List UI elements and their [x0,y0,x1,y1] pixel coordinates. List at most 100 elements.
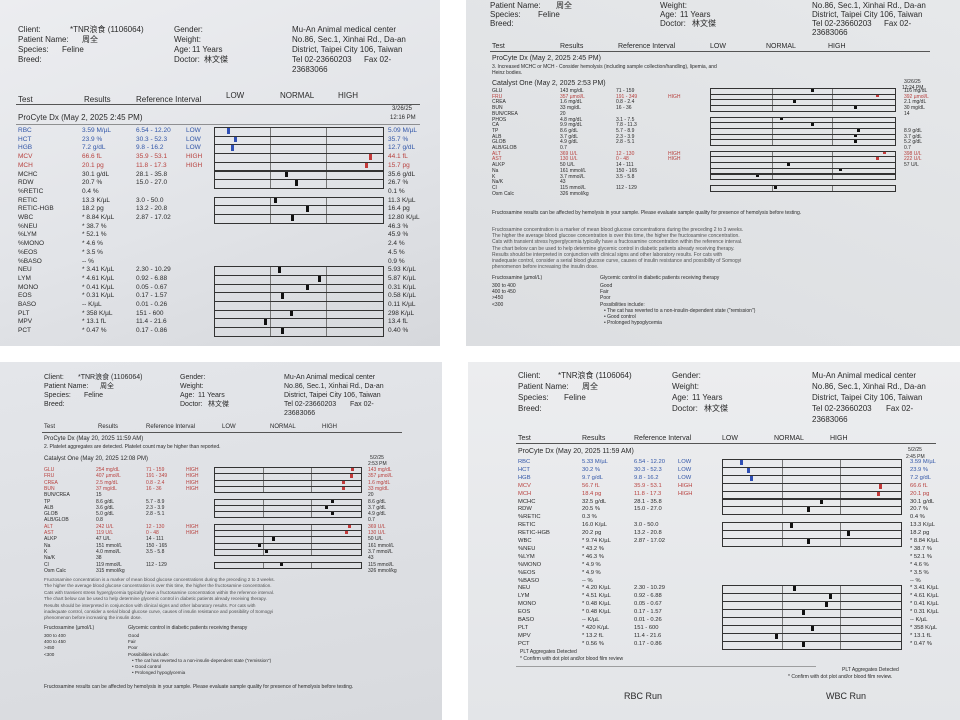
col-ref: Reference Interval [618,43,676,50]
row-ref: 3.1 - 7.5 [616,116,635,123]
row-test: Na/K [44,555,56,562]
row-test: PLT [518,624,529,631]
row-result: 1.6 mg/dL [560,99,583,106]
result-marker [756,174,759,178]
row-prev: * 38.7 % [910,545,932,552]
range-divider [311,505,313,512]
range-divider [270,319,272,328]
age-label: Age: [672,393,689,402]
row-test: %EOS [18,248,38,256]
fructosamine-line: The higher the average blood glucose con… [492,233,740,240]
frut-table-h2: Glycemic control in diabetic patients re… [600,275,720,281]
species-value: Feline [62,45,84,54]
row-ref: 3.5 - 5.8 [146,548,165,555]
result-marker [774,185,778,189]
range-graph [214,561,362,569]
clinic-address-1: No.86, Sec.1, Xinhai Rd., Da-an [812,1,926,10]
row-test: BUN/CREA [44,492,70,499]
row-ref: 9.8 - 16.2 [634,474,659,481]
clinic-fax-2: 23683066 [812,415,848,424]
result-marker [853,140,857,143]
row-result: 119 U/L [96,530,114,536]
row-test: ALKP [44,536,57,543]
range-divider [263,531,265,537]
range-divider [311,468,313,474]
range-divider [325,154,327,162]
result-marker [345,531,349,535]
row-ref: 30.3 - 52.3 [634,466,662,473]
row-flag: HIGH [186,161,203,169]
fructosamine-line: phenomenon before increasing the insulin… [44,615,142,621]
gender-label: Gender: [672,371,701,380]
row-test: MPV [518,632,531,639]
row-test: %BASO [518,577,540,584]
row-result: 38 [96,555,102,562]
row-result: -- % [582,577,593,584]
row-flag: HIGH [186,473,199,480]
prev-time: 12:24 PM [902,85,924,91]
fructosamine-line: Results should be interpreted in conjunc… [492,251,723,258]
fructosamine-line: Fructosamine concentration is a marker o… [492,227,744,233]
row-test: K [44,548,48,555]
row-test: HCT [18,135,32,143]
row-test: %MONO [18,240,44,248]
clinic-address-2: District, Taipei City 106, Taiwan [812,10,923,19]
col-normal: NORMAL [774,435,804,442]
result-marker [294,180,298,186]
row-prev: * 52.1 % [910,553,932,560]
row-result: * 13.2 fL [582,632,604,639]
result-marker [878,483,882,489]
species-value: Feline [84,392,104,399]
result-marker [289,310,293,317]
age-label: Age: [174,45,191,54]
row-prev: 3.7 g/dL [368,504,387,511]
range-divider [270,197,272,206]
frut-control: Poor [600,295,611,302]
range-divider [311,531,313,537]
row-ref: 0.05 - 0.67 [136,283,168,291]
species-value: Feline [564,393,586,402]
row-test: %NEU [18,222,38,230]
row-prev: 222 U/L [904,156,922,163]
range-divider [781,531,783,538]
row-result: 143 mg/dL [560,88,584,94]
row-ref: 28.1 - 35.8 [634,498,662,505]
range-divider [781,539,783,546]
row-flag: HIGH [668,150,681,157]
row-result: * 52.1 % [82,231,107,239]
breed-label: Breed: [518,404,542,413]
clinic-fax: Fax 02- [884,19,912,28]
row-prev: 26.7 % [388,179,409,187]
range-divider [311,474,313,480]
weight-label: Weight: [672,382,699,391]
row-prev: 116 mg/dL [904,88,928,94]
platelet-note: 2. Platelet aggregates are detected. Pla… [44,444,221,450]
range-divider [270,171,272,180]
row-result: 18.2 pg [82,205,104,213]
age-value: 11 Years [680,10,711,19]
row-result: 18.4 pg [582,490,602,497]
frut-control: Possibilities include: [600,301,645,308]
client-label: Client: [518,371,541,380]
result-marker [348,524,352,528]
range-divider [325,180,327,188]
row-test: ALB/GLOB [492,145,517,151]
age-label: Age: [180,392,195,399]
row-test: AST [492,156,502,163]
range-divider [771,174,773,180]
result-marker [807,539,811,544]
range-divider [270,215,272,223]
clinic-tel: Tel 02-23660203 [292,55,352,64]
range-divider [832,123,834,128]
clinic-fax-2: 23683066 [292,65,328,74]
result-marker [739,460,743,465]
footer-rule [516,666,816,667]
range-divider [840,507,842,515]
range-divider [270,162,272,171]
range-divider [311,499,313,505]
result-marker [802,610,806,615]
frut-control: Good [600,283,613,289]
row-prev: 3.59 M/µL [910,459,936,465]
range-graph [722,538,902,547]
